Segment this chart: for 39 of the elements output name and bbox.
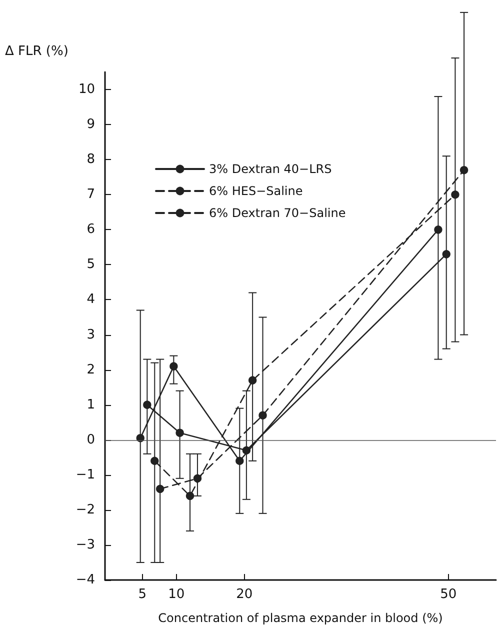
point [186,492,194,500]
y-tick-label: 0 [86,432,95,448]
y-tick-label: 2 [86,362,95,378]
y-tick-label: −3 [76,537,95,552]
y-tick-label: 9 [86,117,95,132]
y-tick-label: 7 [86,187,95,202]
point [442,250,450,258]
point [170,362,178,370]
y-tick-label: 6 [86,222,95,238]
point [248,376,257,384]
y-tick-label: 8 [86,152,95,168]
y-tick-label: 3 [86,327,95,342]
x-tick-label: 20 [236,587,253,602]
point [258,411,267,420]
point [460,166,468,174]
y-tick-label: −1 [76,467,95,482]
point [434,226,442,234]
x-axis-title: Concentration of plasma expander in blood (%) [158,611,443,625]
legend-label: 6% HES−Saline [209,184,303,198]
y-tick-label: −2 [76,502,95,518]
point [451,190,460,199]
legend-label: 6% Dextran 70−Saline [209,206,346,220]
point [193,474,202,482]
point [176,428,184,437]
x-tick-label: 10 [168,587,185,602]
x-tick-label: 50 [440,587,457,602]
point [143,400,152,409]
y-tick-label: 4 [86,292,95,308]
y-tick-label: 5 [86,257,95,272]
legend-label: 3% Dextran 40−LRS [209,162,332,176]
point [242,446,251,454]
y-tick-label: −4 [76,572,95,588]
y-tick-label: 1 [86,397,95,412]
x-tick-label: 5 [138,587,147,602]
y-tick-label: 10 [78,82,95,98]
y-axis-title: Δ FLR (%) [5,44,68,59]
point [236,456,244,465]
point [150,456,159,465]
point [156,484,164,494]
